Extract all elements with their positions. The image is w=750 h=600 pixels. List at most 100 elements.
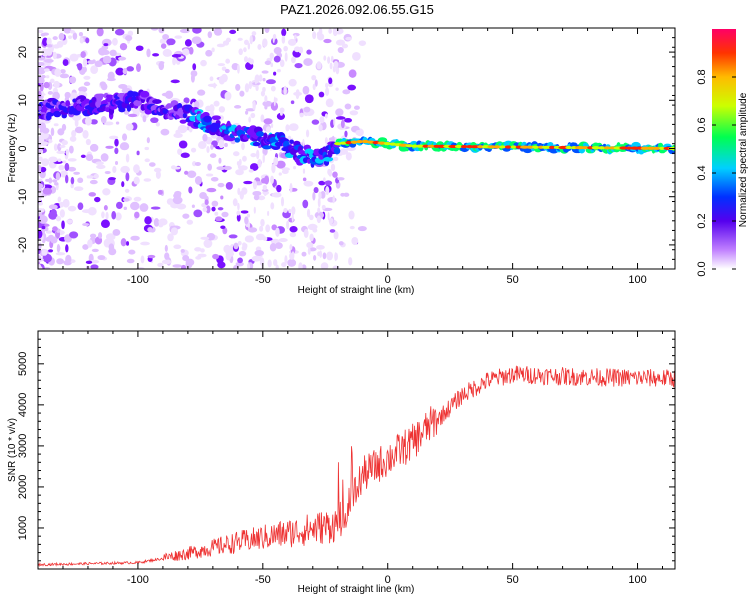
spectrogram-speckle [88,192,97,197]
spectrogram-speckle [114,212,122,221]
spectrogram-speckle [288,123,299,131]
spectrogram-speckle [69,29,76,34]
spectrogram-speckle [286,220,290,230]
spectrogram-blob [329,229,336,233]
spectrogram-speckle [221,66,227,71]
spectrogram-speckle [38,164,42,173]
spectrogram-speckle [172,196,183,205]
spectrogram-speckle [38,255,42,262]
spectrogram-speckle [348,210,355,220]
spectrogram-speckle [225,58,231,64]
spectrogram-speckle [57,158,62,162]
spectrogram-speckle [97,232,103,239]
spectrogram-blob [85,37,90,44]
spectrogram-speckle [55,215,62,222]
spectrogram-speckle [247,263,251,269]
spectrogram-speckle [125,35,133,41]
spectrogram-speckle [38,77,45,84]
spectrogram-speckle [216,43,225,48]
spectrogram-speckle [345,36,352,41]
spectrogram-speckle [279,107,285,113]
spectrogram-speckle [128,249,136,255]
spectrogram-peak [415,144,425,148]
spectrogram-blob [249,163,259,171]
spectrogram-speckle [162,49,172,57]
spectrogram-speckle [96,164,106,170]
spectrogram-speckle [251,31,257,36]
spectrogram-speckle [211,47,215,53]
spectrogram-speckle [82,222,90,227]
spectrogram-blob [91,96,97,103]
spectrogram-speckle [125,123,134,131]
spectrogram-x-label: Height of straight line (km) [298,285,415,296]
spectrogram-blob [179,119,187,124]
spectrogram-speckle [197,89,206,96]
spectrogram-blob [136,150,140,156]
spectrogram-speckle [252,100,256,111]
spectrogram-speckle [205,105,212,112]
spectrogram-speckle [96,28,104,37]
spectrogram-speckle [102,55,112,64]
spectrogram-speckle [312,83,316,91]
spectrogram-blob [41,225,46,230]
spectrogram-speckle [38,242,42,249]
spectrogram-speckle [249,35,253,45]
spectrogram-speckle [122,133,128,141]
spectrogram-speckle [213,100,220,107]
spectrogram-speckle [38,196,42,202]
spectrogram-speckle [190,73,195,83]
spectrogram-speckle [38,208,45,213]
x-tick-label: 0 [385,574,391,586]
spectrogram-blob [105,94,114,99]
spectrogram-speckle [312,191,316,201]
spectrogram-speckle [38,29,44,34]
spectrogram-y-axis: -20 -10 0 10 20 [17,27,675,270]
y-tick-label: 3000 [17,434,29,458]
spectrogram-speckle [302,138,305,147]
spectrogram-speckle [67,166,77,172]
spectrogram-speckle [207,163,212,171]
spectrogram-speckle [61,140,68,146]
spectrogram-speckle [186,170,197,178]
y-tick-label: 0 [17,145,29,151]
spectrogram-speckle [97,255,106,261]
spectrogram-speckle [270,85,276,92]
spectrogram-blob [304,94,314,104]
spectrogram-blob [90,119,98,125]
spectrogram-speckle [92,59,96,63]
spectrogram-speckle [323,177,326,182]
spectrogram-blob [273,71,277,76]
snr-series-line [38,365,675,567]
spectrogram-speckle [250,112,256,119]
spectrogram-speckle [254,77,258,85]
spectrogram-speckle [104,170,111,175]
spectrogram-speckle [265,224,271,233]
spectrogram-speckle [57,143,62,152]
spectrogram-speckle [218,139,225,149]
spectrogram-blob [65,244,69,253]
spectrogram-speckle [284,255,288,265]
spectrogram-blob [328,77,333,85]
spectrogram-speckle [52,91,60,101]
spectrogram-speckle [172,264,183,268]
spectrogram-speckle [330,55,334,63]
spectrogram-speckle [118,56,127,61]
chart-title: PAZ1.2026.092.06.55.G15 [280,2,434,17]
spectrogram-speckle [52,36,58,41]
spectrogram-speckle [177,148,183,156]
spectrogram-speckle [191,204,195,209]
spectrogram-speckle [271,163,276,174]
spectrogram-blob [289,139,294,145]
spectrogram-speckle [43,58,54,63]
spectrogram-speckle [38,201,43,206]
spectrogram-speckle [53,143,58,151]
spectrogram-speckle [105,211,109,220]
spectrogram-speckle [206,187,217,193]
x-tick-label: 50 [507,574,519,586]
spectrogram-speckle [257,195,266,201]
spectrogram-blob [133,99,143,107]
spectrogram-speckle [184,170,189,175]
spectrogram-blob [50,208,57,217]
spectrogram-speckle [38,61,45,66]
spectrogram-speckle [122,197,130,202]
